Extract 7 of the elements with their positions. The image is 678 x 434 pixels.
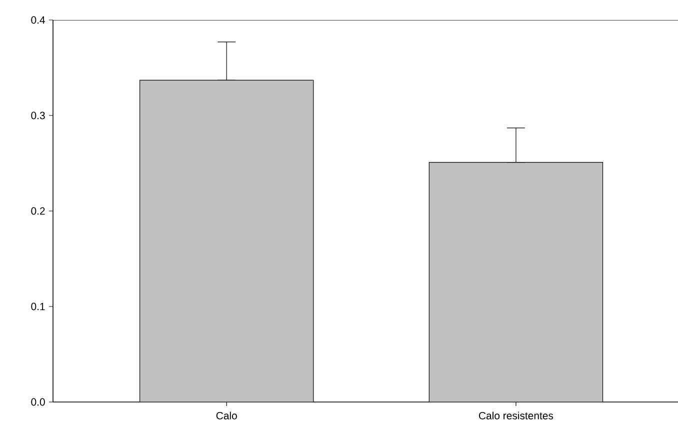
y-tick-label: 0.2 <box>31 207 45 215</box>
y-tick-label: 0.1 <box>31 302 45 310</box>
x-tick-label: Calo <box>216 412 237 420</box>
y-tick-label: 0.3 <box>31 112 45 120</box>
y-tick-label: 0.0 <box>31 398 45 406</box>
y-tick-label: 0.4 <box>31 16 45 24</box>
x-tick-label: Calo resistentes <box>478 412 554 420</box>
